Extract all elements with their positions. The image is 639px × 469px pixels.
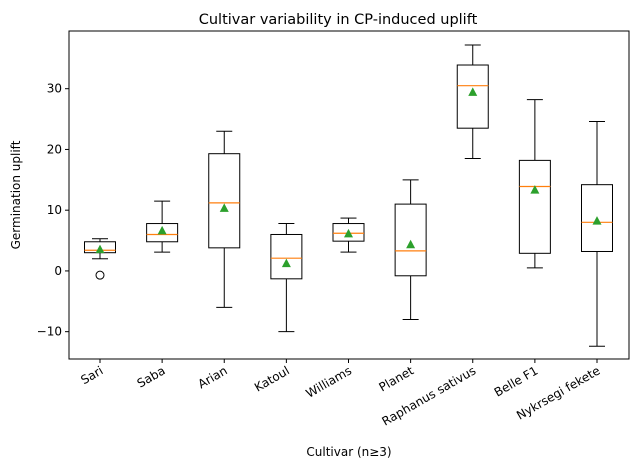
x-tick-label: Katoul xyxy=(252,363,292,394)
x-tick-label: Arian xyxy=(196,363,230,391)
x-tick-label: Saba xyxy=(135,363,168,390)
x-tick-label: Planet xyxy=(377,363,417,394)
iqr-box xyxy=(518,159,551,254)
mean-marker xyxy=(592,216,602,225)
outlier-point xyxy=(95,270,105,280)
chart-title: Cultivar variability in CP-induced uplif… xyxy=(199,12,478,28)
mean-marker xyxy=(530,185,540,194)
y-axis-label: Germination uplift xyxy=(9,140,23,249)
iqr-box xyxy=(394,203,427,277)
iqr-box xyxy=(332,223,365,242)
mean-marker xyxy=(95,244,105,254)
mean-marker xyxy=(219,203,229,212)
x-tick-label: Sari xyxy=(78,363,105,387)
y-tick-label: −10 xyxy=(37,325,62,339)
mean-marker xyxy=(281,258,291,268)
y-tick-label: 20 xyxy=(47,142,62,156)
mean-marker xyxy=(468,87,478,96)
x-tick-label: Williams xyxy=(303,363,354,400)
axes-frame xyxy=(68,30,630,360)
mean-marker xyxy=(406,239,416,249)
mean-marker xyxy=(157,225,167,235)
x-tick-label: Belle F1 xyxy=(492,363,541,399)
iqr-box xyxy=(456,64,489,129)
plot-area: −10 0 10 20 30 Sari Saba Arian Katoul Williams Pla… xyxy=(37,30,630,429)
mean-marker xyxy=(344,228,353,238)
iqr-box xyxy=(146,223,179,243)
iqr-box xyxy=(581,184,613,252)
y-tick-label: 0 xyxy=(54,264,62,278)
y-tick-label: 30 xyxy=(47,82,62,96)
iqr-box xyxy=(270,233,303,280)
iqr-box xyxy=(208,153,241,249)
y-tick-label: 10 xyxy=(47,203,62,217)
x-axis-label: Cultivar (n≥3) xyxy=(306,445,391,459)
